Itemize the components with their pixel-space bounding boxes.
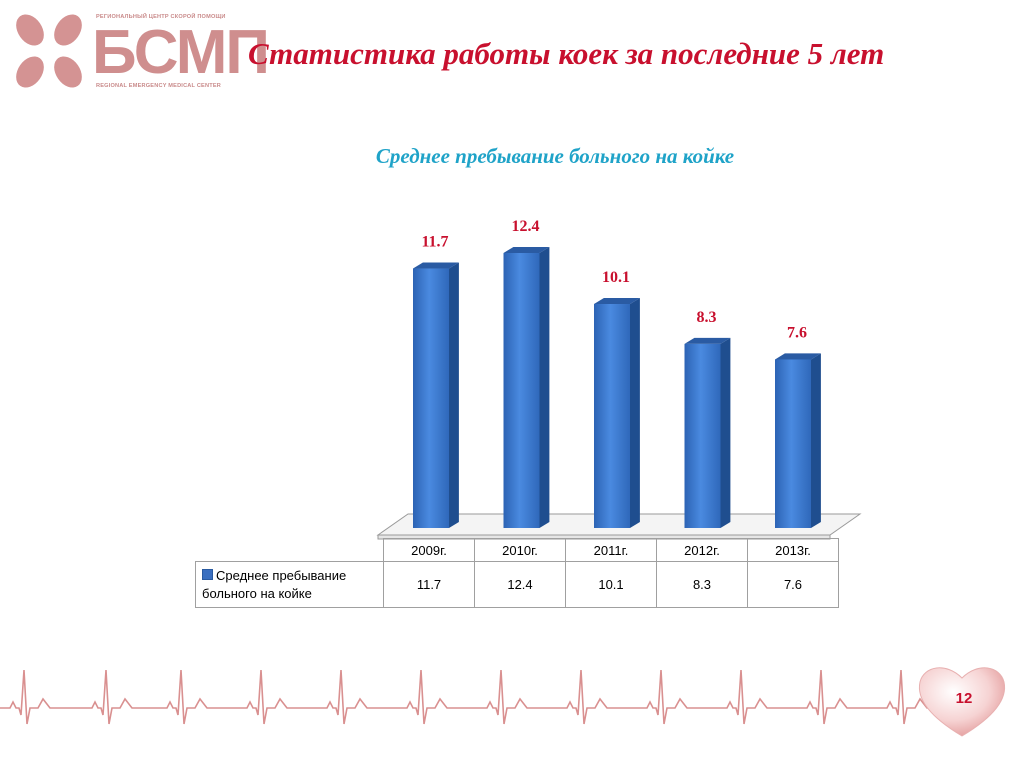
table-header-cell: 2012г. bbox=[656, 538, 748, 562]
logo-bottom-text: REGIONAL EMERGENCY MEDICAL CENTER bbox=[96, 83, 222, 89]
legend-cell: Среднее пребывание больного на койке bbox=[195, 561, 384, 608]
data-table: 2009г. 2010г. 2011г. 2012г. 2013г. Средн… bbox=[195, 538, 839, 608]
bar-top bbox=[684, 337, 731, 344]
legend-label: Среднее пребывание больного на койке bbox=[202, 567, 347, 601]
data-label: 10.1 bbox=[602, 269, 630, 286]
bar-front bbox=[684, 343, 721, 528]
bar-front bbox=[775, 359, 811, 528]
table-value-cell: 11.7 bbox=[383, 561, 475, 608]
table-value-cell: 10.1 bbox=[565, 561, 657, 608]
bar-side bbox=[539, 246, 550, 528]
bar-side bbox=[720, 337, 731, 528]
bar bbox=[594, 297, 640, 528]
table-row: Среднее пребывание больного на койке 11.… bbox=[195, 561, 839, 608]
bar bbox=[413, 262, 459, 528]
table-header-cell: 2013г. bbox=[747, 538, 839, 562]
logo-top-text: РЕГИОНАЛЬНЫЙ ЦЕНТР СКОРОЙ ПОМОЩИ bbox=[96, 14, 226, 20]
bar-top bbox=[775, 353, 821, 360]
table-header-cell: 2010г. bbox=[474, 538, 566, 562]
slide-title: Статистика работы коек за последние 5 ле… bbox=[248, 36, 885, 71]
bar-front bbox=[413, 268, 449, 528]
table-value-cell: 12.4 bbox=[474, 561, 566, 608]
table-header-cell: 2011г. bbox=[565, 538, 657, 562]
bar bbox=[503, 246, 550, 528]
bar bbox=[775, 353, 821, 528]
table-header-cell: 2009г. bbox=[383, 538, 475, 562]
bar-side bbox=[630, 297, 640, 528]
data-label: 8.3 bbox=[697, 309, 717, 326]
bar-front bbox=[503, 253, 540, 528]
bar bbox=[684, 337, 731, 528]
bar-side bbox=[811, 353, 821, 528]
logo-emblem-icon bbox=[16, 14, 82, 88]
bar-top bbox=[594, 297, 640, 305]
bar-top bbox=[413, 262, 459, 269]
heart-icon bbox=[918, 667, 1006, 737]
table-value-cell: 7.6 bbox=[747, 561, 839, 608]
legend-swatch-icon bbox=[202, 568, 213, 580]
data-label: 11.7 bbox=[421, 234, 448, 251]
table-header-row: 2009г. 2010г. 2011г. 2012г. 2013г. bbox=[196, 538, 839, 562]
bar-front bbox=[594, 304, 630, 528]
chart-title: Среднее пребывание больного на койке bbox=[375, 144, 735, 168]
logo-main-text: БСМП bbox=[92, 18, 270, 87]
data-label: 12.4 bbox=[512, 218, 540, 235]
logo: РЕГИОНАЛЬНЫЙ ЦЕНТР СКОРОЙ ПОМОЩИ БСМП RE… bbox=[12, 12, 270, 92]
bar-top bbox=[503, 246, 550, 253]
data-label: 7.6 bbox=[787, 324, 807, 341]
bar-side bbox=[449, 262, 459, 528]
page-number: 12 bbox=[955, 690, 973, 707]
